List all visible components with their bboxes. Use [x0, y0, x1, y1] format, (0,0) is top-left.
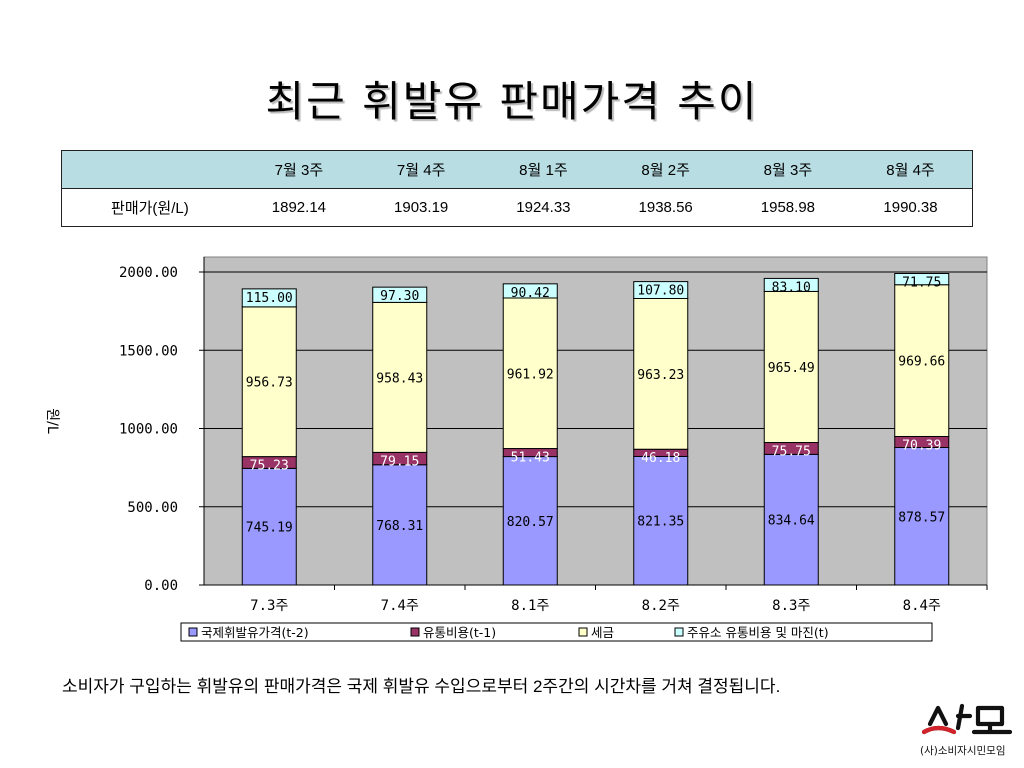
- bar-segment: [241, 306, 297, 458]
- bar-segment: [372, 286, 428, 303]
- organization-logo: (사)소비자시민모임: [920, 703, 1013, 757]
- x-tick-label: 7.3주: [250, 598, 288, 614]
- data-label: 969.66: [898, 355, 945, 370]
- legend-entry: 유통비용(t-1): [423, 625, 496, 640]
- price-table-header-row: 7월 3주 7월 4주 8월 1주 8월 2주 8월 3주 8월 4주: [60, 150, 974, 189]
- bar-segment: [372, 464, 428, 586]
- bar-segment: [633, 455, 689, 586]
- data-label: 965.49: [768, 361, 815, 376]
- bar-segment: [633, 281, 689, 299]
- x-tick-label: 8.3주: [772, 598, 810, 614]
- data-label: 107.80: [637, 284, 684, 299]
- legend-swatch: [578, 627, 588, 637]
- data-label: 961.92: [507, 367, 554, 382]
- legend-swatch: [674, 627, 684, 637]
- plot-area: [203, 256, 988, 586]
- x-tick-label: 8.1주: [511, 598, 549, 614]
- bar-segment: [502, 456, 558, 586]
- bar-segment: [894, 447, 950, 586]
- y-tick-label: 1500.00: [119, 343, 178, 359]
- price-table-column-header: 8월 4주: [849, 150, 974, 189]
- bar-segment: [633, 297, 689, 450]
- y-axis-title: 원/L: [44, 408, 60, 434]
- price-table-cell: 1924.33: [482, 188, 605, 227]
- data-label: 97.30: [380, 289, 419, 304]
- price-table-column-header: 7월 4주: [360, 150, 483, 189]
- y-tick-label: 2000.00: [119, 265, 178, 281]
- legend-entry: 세금: [591, 625, 614, 640]
- legend-entry: 주유소 유통비용 및 마진(t): [687, 625, 829, 640]
- data-label: 83.10: [772, 280, 811, 295]
- legend-swatch: [410, 627, 420, 637]
- data-label: 90.42: [511, 286, 550, 301]
- data-label: 71.75: [902, 276, 941, 291]
- price-table-column-header: 8월 1주: [482, 150, 605, 189]
- price-table-cell: 1990.38: [849, 188, 974, 227]
- x-tick-label: 8.4주: [903, 598, 941, 614]
- bar-segment: [763, 453, 819, 586]
- data-label: 70.39: [902, 438, 941, 453]
- legend-entry: 국제휘발유가격(t-2): [201, 625, 309, 640]
- price-table-column-header: 8월 2주: [604, 150, 727, 189]
- price-table-row: 판매가(원/L) 1892.14 1903.19 1924.33 1938.56…: [60, 188, 974, 227]
- data-label: 115.00: [246, 291, 293, 306]
- legend-box: [180, 622, 933, 642]
- bar-segment: [241, 467, 297, 586]
- data-label: 46.18: [641, 451, 680, 466]
- data-label: 768.31: [376, 519, 423, 534]
- data-label: 75.75: [772, 445, 811, 460]
- legend-swatch: [188, 627, 198, 637]
- data-label: 820.57: [507, 515, 554, 530]
- price-table-cell: 1892.14: [237, 188, 361, 227]
- price-table-column-header: 8월 3주: [726, 150, 850, 189]
- y-tick-label: 500.00: [127, 500, 178, 516]
- data-label: 878.57: [898, 510, 945, 525]
- price-table-cell: 1958.98: [726, 188, 850, 227]
- bar-segment: [763, 290, 819, 444]
- data-label: 834.64: [768, 514, 815, 529]
- y-tick-label: 1000.00: [119, 422, 178, 438]
- price-table-cell: 1938.56: [604, 188, 727, 227]
- price-table: 7월 3주 7월 4주 8월 1주 8월 2주 8월 3주 8월 4주 판매가(…: [60, 150, 974, 227]
- price-table-corner-cell: [60, 150, 238, 189]
- slide-title: 최근 휘발유 판매가격 추이: [265, 77, 759, 126]
- price-table-cell: 1903.19: [360, 188, 483, 227]
- data-label: 75.23: [250, 459, 289, 474]
- bar-segment: [502, 283, 558, 299]
- footnote: 소비자가 구입하는 휘발유의 판매가격은 국제 휘발유 수입으로부터 2주간의 …: [62, 677, 781, 696]
- y-tick-label: 0.00: [144, 578, 178, 594]
- data-label: 745.19: [246, 521, 293, 536]
- data-label: 958.43: [376, 371, 423, 386]
- bar-segment: [763, 277, 819, 292]
- bar-segment: [241, 288, 297, 308]
- x-tick-label: 7.4주: [381, 598, 419, 614]
- data-label: 79.15: [380, 454, 419, 469]
- price-table-column-header: 7월 3주: [237, 150, 361, 189]
- data-label: 821.35: [637, 515, 684, 530]
- data-label: 51.43: [511, 451, 550, 466]
- data-label: 963.23: [637, 368, 684, 383]
- bar-segment: [372, 301, 428, 453]
- logo-text: (사)소비자시민모임: [920, 744, 1005, 757]
- price-table-row-label: 판매가(원/L): [60, 188, 238, 227]
- stacked-bar-chart: 0.00 500.00 1000.00 1500.00 2000.00 원/L 745.19…: [44, 256, 988, 642]
- bar-segment: [894, 273, 950, 286]
- data-label: 956.73: [246, 376, 293, 391]
- x-tick-label: 8.2주: [642, 598, 680, 614]
